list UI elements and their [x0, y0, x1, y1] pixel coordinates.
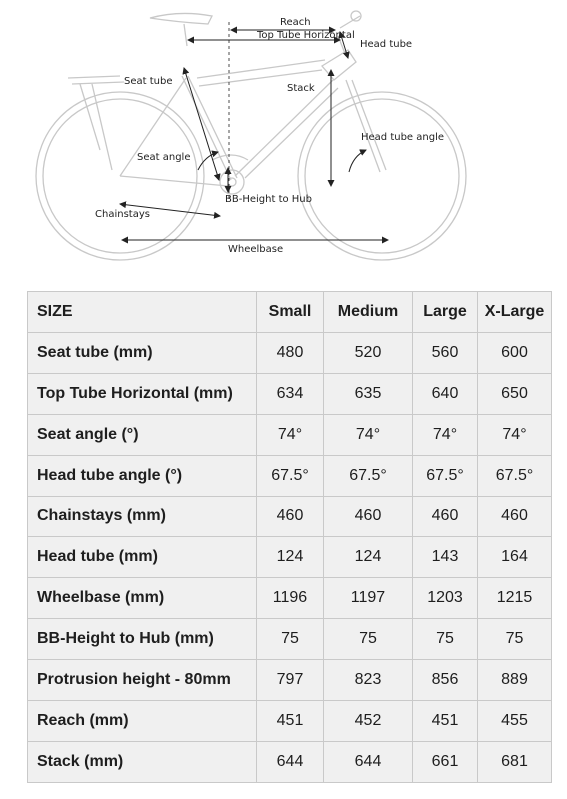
table-row: BB-Height to Hub (mm) 75 75 75 75: [27, 618, 552, 661]
cell-xlarge: 600: [477, 331, 552, 374]
bicycle-outline: [35, 10, 467, 261]
bike-geometry-diagram: Reach Top Tube Horizontal Head tube Seat…: [35, 10, 467, 261]
cell-small: 460: [256, 495, 324, 538]
table-row: Head tube (mm) 124 124 143 164: [27, 536, 552, 579]
saddle-and-post: [149, 12, 213, 47]
table-row: Top Tube Horizontal (mm) 634 635 640 650: [27, 372, 552, 415]
row-label: Seat angle (°): [27, 413, 257, 456]
rear-rack: [67, 75, 125, 171]
cell-large: 74°: [412, 413, 478, 456]
geometry-table: SIZE Small Medium Large X-Large Seat tube (mm…: [27, 291, 552, 784]
row-label: Stack (mm): [27, 740, 257, 784]
cell-medium: 67.5°: [323, 454, 413, 497]
table-row: Head tube angle (°) 67.5° 67.5° 67.5° 67.5°: [27, 454, 552, 497]
table-row: Chainstays (mm) 460 460 460 460: [27, 495, 552, 538]
cell-xlarge: 67.5°: [477, 454, 552, 497]
label-top-tube-horizontal: Top Tube Horizontal: [256, 30, 355, 41]
label-bb-height-to-hub: BB-Height to Hub: [225, 194, 312, 205]
cell-small: 124: [256, 536, 324, 579]
table-row: Stack (mm) 644 644 661 681: [27, 740, 552, 784]
cell-large: 560: [412, 331, 478, 374]
cell-large: 661: [412, 740, 478, 784]
row-label: Protrusion height - 80mm: [27, 659, 257, 702]
row-label: Top Tube Horizontal (mm): [27, 372, 257, 415]
cell-large: 75: [412, 618, 478, 661]
cell-medium: 460: [323, 495, 413, 538]
cell-large: 856: [412, 659, 478, 702]
cell-medium: 520: [323, 331, 413, 374]
cell-medium: 74°: [323, 413, 413, 456]
cell-large: 1203: [412, 577, 478, 620]
cell-large: 640: [412, 372, 478, 415]
label-seat-angle: Seat angle: [137, 152, 190, 163]
cell-large: 451: [412, 700, 478, 742]
front-wheel: [297, 91, 467, 261]
cell-xlarge: 889: [477, 659, 552, 702]
table-row: Protrusion height - 80mm 797 823 856 889: [27, 659, 552, 702]
header-size: SIZE: [27, 291, 257, 333]
cell-xlarge: 74°: [477, 413, 552, 456]
label-head-tube-angle: Head tube angle: [361, 132, 444, 143]
cell-medium: 644: [323, 740, 413, 784]
cell-xlarge: 164: [477, 536, 552, 579]
table-header-row: SIZE Small Medium Large X-Large: [27, 291, 552, 333]
cell-large: 460: [412, 495, 478, 538]
table-row: Seat tube (mm) 480 520 560 600: [27, 331, 552, 374]
motor-crank: [219, 169, 245, 195]
cell-medium: 452: [323, 700, 413, 742]
cell-medium: 75: [323, 618, 413, 661]
label-seat-tube: Seat tube: [124, 76, 173, 87]
cell-small: 480: [256, 331, 324, 374]
seat-angle-arrow: [197, 150, 219, 171]
cell-large: 143: [412, 536, 478, 579]
table-row: Reach (mm) 451 452 451 455: [27, 700, 552, 742]
label-stack: Stack: [287, 83, 315, 94]
cell-xlarge: 75: [477, 618, 552, 661]
header-medium: Medium: [323, 291, 413, 333]
dimension-arrows: [119, 26, 389, 244]
row-label: Head tube (mm): [27, 536, 257, 579]
cell-xlarge: 455: [477, 700, 552, 742]
head-tube-arrow: [338, 31, 350, 59]
seat-tube-arrow: [182, 67, 221, 181]
row-label: Seat tube (mm): [27, 331, 257, 374]
frame: [119, 49, 387, 187]
cell-small: 451: [256, 700, 324, 742]
row-label: BB-Height to Hub (mm): [27, 618, 257, 661]
row-label: Head tube angle (°): [27, 454, 257, 497]
cell-medium: 635: [323, 372, 413, 415]
cell-medium: 124: [323, 536, 413, 579]
chainstays-arrow: [119, 201, 221, 219]
cell-small: 67.5°: [256, 454, 324, 497]
label-head-tube: Head tube: [360, 39, 412, 50]
geometry-table-body: SIZE Small Medium Large X-Large Seat tube (mm…: [27, 291, 552, 784]
cell-medium: 1197: [323, 577, 413, 620]
row-label: Reach (mm): [27, 700, 257, 742]
row-label: Chainstays (mm): [27, 495, 257, 538]
cell-small: 797: [256, 659, 324, 702]
cell-small: 634: [256, 372, 324, 415]
cell-small: 1196: [256, 577, 324, 620]
cell-xlarge: 460: [477, 495, 552, 538]
cell-small: 74°: [256, 413, 324, 456]
header-large: Large: [412, 291, 478, 333]
label-chainstays: Chainstays: [95, 209, 150, 220]
head-tube-angle-arrow: [348, 149, 367, 173]
cell-xlarge: 1215: [477, 577, 552, 620]
row-label: Wheelbase (mm): [27, 577, 257, 620]
label-reach: Reach: [280, 17, 311, 28]
cell-xlarge: 650: [477, 372, 552, 415]
cell-xlarge: 681: [477, 740, 552, 784]
header-small: Small: [256, 291, 324, 333]
header-xlarge: X-Large: [477, 291, 552, 333]
label-wheelbase: Wheelbase: [228, 244, 283, 255]
table-row: Seat angle (°) 74° 74° 74° 74°: [27, 413, 552, 456]
cell-small: 75: [256, 618, 324, 661]
cell-large: 67.5°: [412, 454, 478, 497]
cell-medium: 823: [323, 659, 413, 702]
cell-small: 644: [256, 740, 324, 784]
table-row: Wheelbase (mm) 1196 1197 1203 1215: [27, 577, 552, 620]
